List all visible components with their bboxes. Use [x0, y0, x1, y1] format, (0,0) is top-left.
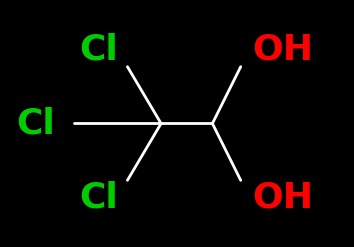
Text: Cl: Cl	[80, 32, 119, 66]
Text: OH: OH	[253, 32, 314, 66]
Text: OH: OH	[253, 181, 314, 215]
Text: Cl: Cl	[16, 106, 55, 141]
Text: Cl: Cl	[80, 181, 119, 215]
